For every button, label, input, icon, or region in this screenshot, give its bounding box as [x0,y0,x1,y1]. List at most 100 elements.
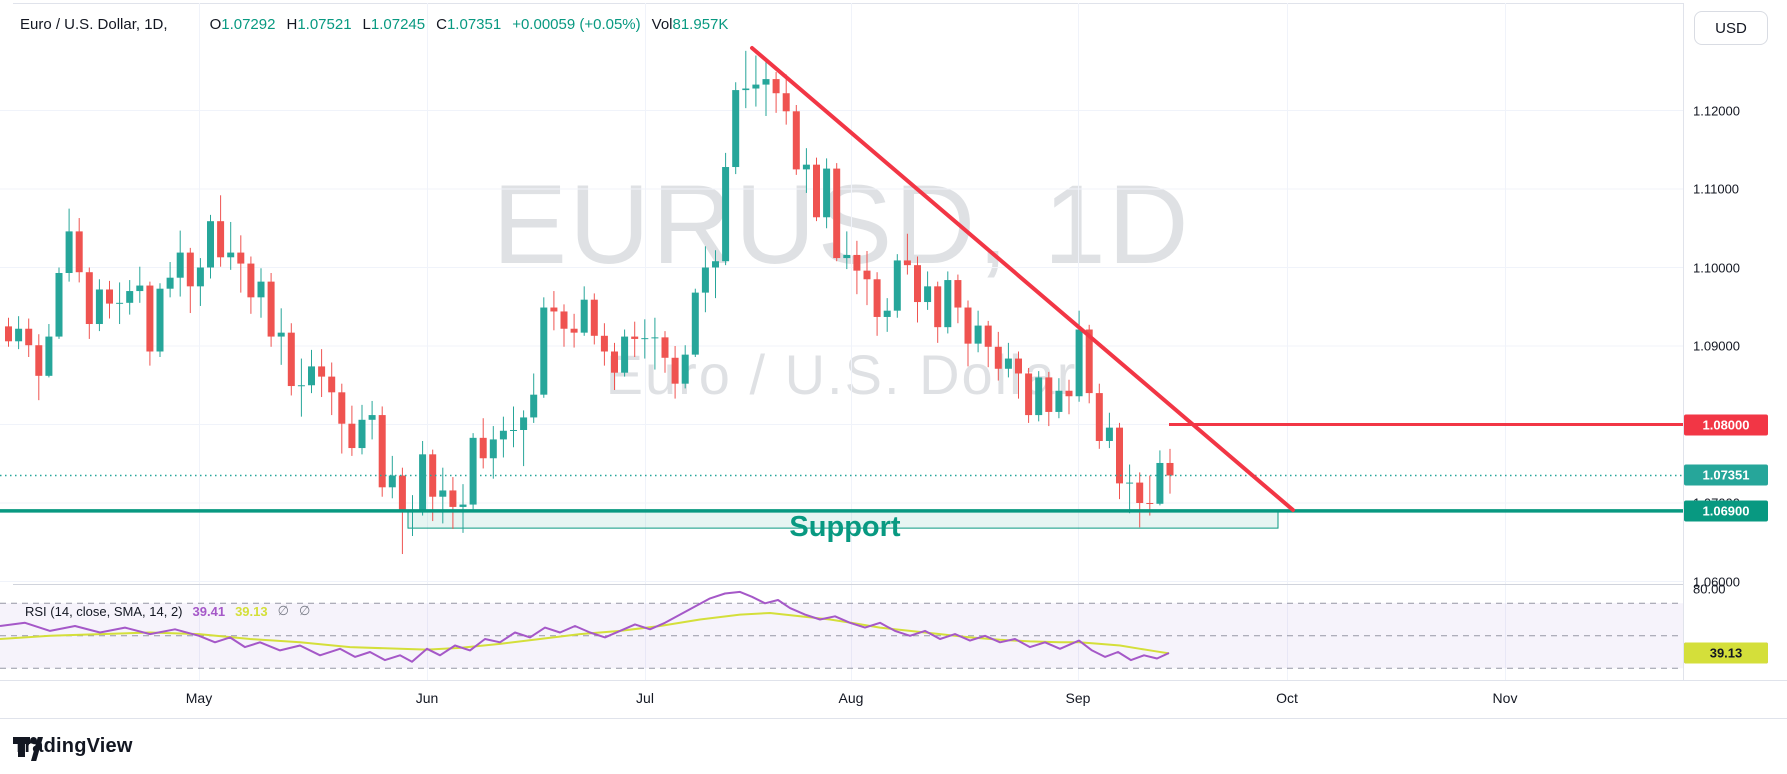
candle-body [772,79,780,94]
candle-body [1025,373,1033,416]
candle-body [358,419,366,449]
time-axis-label-aug: Aug [838,690,864,706]
candle-body [55,272,63,337]
candle-body [65,231,73,273]
time-axis-label-sep: Sep [1065,690,1091,706]
candle-body [742,88,750,91]
candle-body [924,286,932,303]
candle-body [691,292,699,355]
tradingview-attribution[interactable]: TradingView [13,735,133,761]
currency-usd-button[interactable]: USD [1694,11,1768,45]
candle-body [873,279,881,317]
candle-body [792,111,800,170]
candle-body [1075,329,1083,397]
ohlc-open: O1.07292 [209,16,276,33]
candle-body [1004,358,1012,369]
candle-body [257,281,265,298]
candle-body [186,252,194,287]
rsi-sma-value-badge: 39.13 [1684,642,1768,664]
candle-body [1065,390,1073,397]
price-tick-label: 1.06000 [1693,574,1740,589]
support-zone-label[interactable]: Support [789,511,901,543]
candle-body [580,299,588,333]
price-axis[interactable]: 1.060001.070001.090001.100001.110001.120… [1683,3,1787,680]
rsi-legend-title[interactable]: RSI (14, close, SMA, 14, 2) [25,603,183,619]
candles-layer [5,50,1174,555]
candle-body [964,307,972,344]
candle-body [954,280,962,308]
candle-body [712,261,719,268]
time-axis-label-may: May [185,690,213,706]
symbol-legend: Euro / U.S. Dollar, 1D, O1.07292 H1.0752… [20,16,728,33]
candle-body [1055,390,1063,412]
candle-body [479,437,487,459]
candle-body [25,328,33,346]
time-axis-label-nov: Nov [1492,690,1518,706]
candle-body [1116,427,1123,484]
candle-body [863,270,871,280]
candle-body [489,439,497,459]
candle-body [883,310,891,317]
candle-body [853,254,861,271]
gridlines [0,3,1683,680]
candle-body [106,289,113,304]
candle-body [469,437,477,505]
candle-body [833,168,841,259]
candle-body [732,90,740,168]
price-tick-label: 1.11000 [1693,181,1740,197]
rsi-line [0,590,1170,663]
candle-body [600,335,608,352]
ohlc-close: C1.07351 [436,16,502,33]
support-price-badge: 1.06900 [1684,500,1768,522]
candle-body [35,345,43,376]
candle-body [419,454,427,511]
candle-body [449,490,457,507]
indicator-menu-icon[interactable]: ∅ [298,603,311,618]
candle-body [621,336,629,373]
tradingview-brand-text: TradingView [13,735,133,757]
candle-body [893,260,901,311]
candle-body [277,332,285,337]
candle-body [752,84,760,89]
widget-top-border [13,3,1774,4]
candle-body [287,332,295,387]
candle-body [1126,482,1134,484]
candle-body [237,252,245,264]
candle-body [459,504,467,507]
candle-body [984,325,992,347]
candle-body [388,475,396,488]
candle-body [1085,329,1093,394]
time-axis-label-oct: Oct [1276,690,1298,706]
candle-body [308,366,315,386]
candle-body [15,328,23,342]
hide-indicator-icon[interactable]: ∅ [277,603,289,618]
candle-body [560,311,568,329]
candle-body [439,490,447,497]
rsi-indicator-legend[interactable]: RSI (14, close, SMA, 14, 2) 39.41 39.13 … [25,603,310,619]
candle-body [914,265,921,303]
candle-body [671,357,679,384]
candle-body [631,336,639,339]
candle-body [126,291,134,303]
resistance-price-badge: 1.08000 [1684,414,1768,435]
descending-trendline[interactable] [750,46,1295,512]
time-axis-label-jul: Jul [636,690,654,706]
candle-body [944,280,952,328]
candle-body [328,376,336,393]
symbol-title[interactable]: Euro / U.S. Dollar, 1D, [20,16,168,33]
candle-body [1105,427,1113,441]
candle-body [338,392,346,424]
candle-body [499,430,507,440]
candle-body [994,346,1002,369]
candle-body [823,168,831,218]
candle-body [843,254,851,259]
volume: Vol81.957K [651,16,729,33]
candle-body [641,338,649,340]
candle-body [267,281,275,337]
candle-body [85,272,93,325]
time-axis[interactable]: May Jun Jul Aug Sep Oct Nov [0,680,1787,719]
candle-body [681,354,689,384]
candle-body [590,299,598,336]
